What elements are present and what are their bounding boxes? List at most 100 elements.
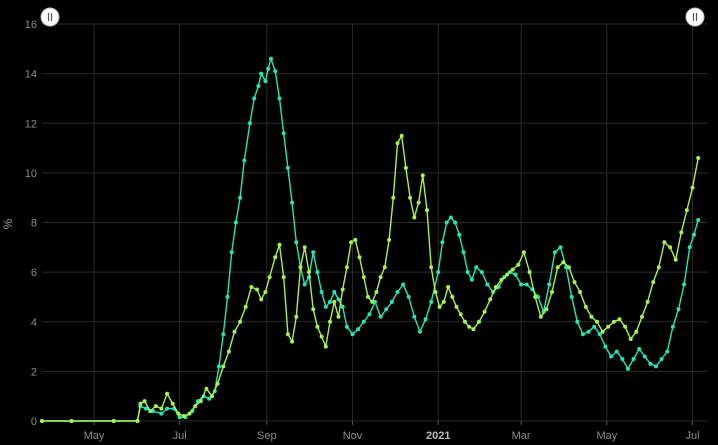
data-point[interactable] [440,240,445,245]
data-point[interactable] [420,173,425,178]
data-point[interactable] [266,66,271,71]
data-point[interactable] [252,96,257,101]
data-point[interactable] [479,270,484,275]
data-point[interactable] [429,265,434,270]
data-point[interactable] [614,349,619,354]
drag-handle-icon[interactable] [40,7,60,27]
data-point[interactable] [229,250,234,255]
data-point[interactable] [448,215,453,220]
data-point[interactable] [225,294,230,299]
data-point[interactable] [328,299,332,304]
range-handle-right[interactable] [685,7,705,27]
data-point[interactable] [600,329,605,334]
data-point[interactable] [453,220,458,225]
data-point[interactable] [336,297,341,302]
data-point[interactable] [631,357,636,361]
data-point[interactable] [294,240,299,245]
data-point[interactable] [477,319,481,324]
data-point[interactable] [177,415,182,420]
data-point[interactable] [572,280,577,285]
data-point[interactable] [575,319,580,324]
data-point[interactable] [457,232,462,237]
data-point[interactable] [423,317,428,322]
data-point[interactable] [378,275,383,280]
data-point[interactable] [611,319,616,324]
data-point[interactable] [273,69,278,74]
data-point[interactable] [668,245,673,250]
data-point[interactable] [323,304,328,309]
data-point[interactable] [670,324,675,329]
data-point[interactable] [281,275,286,280]
data-point[interactable] [307,270,311,275]
data-point[interactable] [474,265,479,270]
data-point[interactable] [583,304,588,309]
data-point[interactable] [656,265,661,270]
data-point[interactable] [148,409,153,414]
data-point[interactable] [353,237,358,242]
data-point[interactable] [247,121,252,126]
data-point[interactable] [547,282,552,287]
data-point[interactable] [684,208,689,213]
data-point[interactable] [350,332,355,337]
data-point[interactable] [505,272,510,277]
data-point[interactable] [215,381,220,386]
data-point[interactable] [606,324,611,329]
data-point[interactable] [640,314,644,319]
data-point[interactable] [418,329,422,334]
data-point[interactable] [628,337,633,342]
data-point[interactable] [138,401,143,406]
data-point[interactable] [340,287,345,292]
data-point[interactable] [461,250,466,255]
data-point[interactable] [465,270,470,275]
data-point[interactable] [370,299,375,304]
data-point[interactable] [412,314,417,319]
data-point[interactable] [187,411,192,416]
data-point[interactable] [315,270,320,275]
data-point[interactable] [294,314,299,319]
data-point[interactable] [586,329,591,334]
data-point[interactable] [366,294,370,299]
data-point[interactable] [243,304,248,309]
data-point[interactable] [416,200,421,205]
data-point[interactable] [637,347,642,351]
data-point[interactable] [332,299,337,304]
data-point[interactable] [319,290,324,294]
data-point[interactable] [221,364,226,369]
data-point[interactable] [336,314,341,319]
data-point[interactable] [467,324,472,329]
data-point[interactable] [204,386,209,391]
data-point[interactable] [302,282,307,287]
data-point[interactable] [429,299,434,304]
data-point[interactable] [395,141,400,146]
data-point[interactable] [462,319,467,324]
data-point[interactable] [433,290,438,294]
data-point[interactable] [533,294,538,299]
data-point[interactable] [437,304,442,309]
data-point[interactable] [645,299,650,304]
data-point[interactable] [696,218,701,222]
data-point[interactable] [298,265,303,270]
data-point[interactable] [233,220,238,225]
data-point[interactable] [315,324,320,329]
data-point[interactable] [290,200,295,205]
data-point[interactable] [207,396,212,401]
data-point[interactable] [159,406,164,411]
data-point[interactable] [259,297,264,302]
data-point[interactable] [344,324,349,329]
data-point[interactable] [690,185,695,190]
data-point[interactable] [349,240,354,245]
range-handle-left[interactable] [40,7,60,27]
data-point[interactable] [311,307,316,312]
data-point[interactable] [623,324,628,329]
data-point[interactable] [682,282,687,287]
data-point[interactable] [210,394,214,399]
data-point[interactable] [277,242,282,247]
data-point[interactable] [263,79,268,84]
data-point[interactable] [696,156,701,160]
data-point[interactable] [367,312,372,317]
data-point[interactable] [569,294,574,299]
data-point[interactable] [485,282,490,287]
data-point[interactable] [395,290,400,294]
data-point[interactable] [603,344,608,349]
data-point[interactable] [691,232,696,237]
